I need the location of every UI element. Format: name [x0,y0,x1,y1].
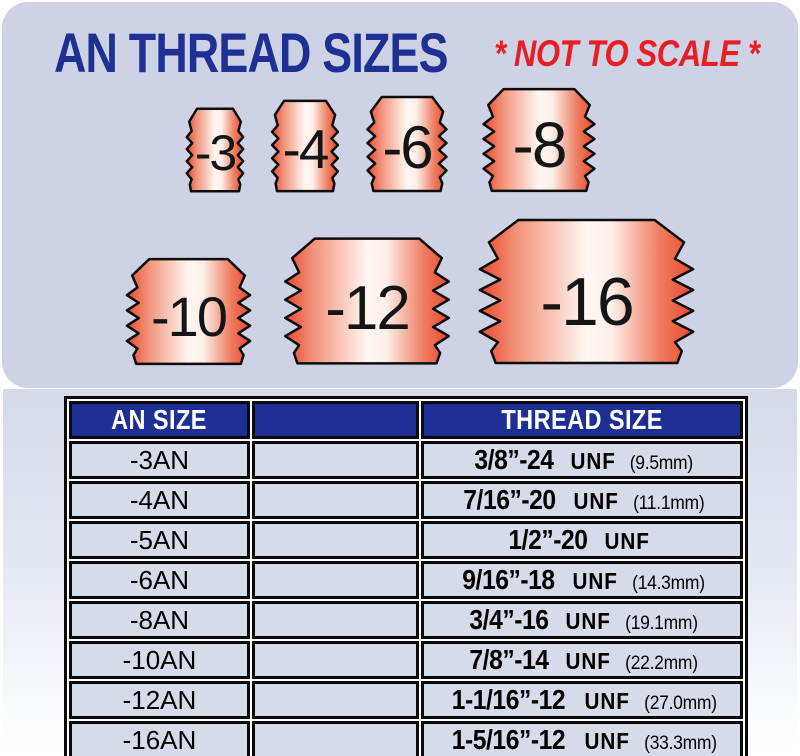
an-size-cell: -8AN [69,601,250,639]
middle-cell-empty [251,561,420,599]
an-size-cell: -5AN [69,521,250,559]
table-header-row: AN SIZE THREAD SIZE [69,401,743,439]
an-size-cell: -12AN [69,681,250,719]
middle-cell-empty [251,641,420,679]
table-row: -3AN 3/8”-24 UNF (9.5mm) [69,441,743,479]
not-to-scale-note: * NOT TO SCALE * [494,33,760,74]
table-row: -5AN 1/2”-20 UNF [69,521,743,559]
table-row: -10AN 7/8”-14 UNF (22.2mm) [69,641,743,679]
fitting-label: -12 [325,273,411,343]
fitting--8: -8 [480,87,598,193]
size-table: AN SIZE THREAD SIZE -3AN 3/8”-24 UNF (9.5m… [64,396,748,756]
thread-size-cell: 7/8”-14 UNF (22.2mm) [421,641,743,679]
table-row: -12AN 1-1/16”-12 UNF (27.0mm) [69,681,743,719]
thread-size-cell: 9/16”-18 UNF (14.3mm) [421,561,743,599]
table-row: -16AN 1-5/16”-12 UNF (33.3mm) [69,721,743,756]
middle-cell-empty [251,681,420,719]
fitting-label: -4 [282,117,330,180]
fitting--16: -16 [473,217,700,366]
thread-size-cell: 7/16”-20 UNF (11.1mm) [421,481,743,519]
middle-cell-empty [251,441,420,479]
header-middle-empty [251,401,420,439]
fitting--3: -3 [185,107,245,193]
an-size-cell: -6AN [69,561,250,599]
middle-cell-empty [251,601,420,639]
middle-cell-empty [251,721,420,756]
fitting-label: -3 [194,124,237,181]
fitting-label: -10 [151,285,228,349]
an-size-cell: -16AN [69,721,250,756]
middle-cell-empty [251,521,420,559]
fitting-label: -16 [540,263,634,340]
an-size-cell: -3AN [69,441,250,479]
table-row: -8AN 3/4”-16 UNF (19.1mm) [69,601,743,639]
fitting--6: -6 [365,95,449,193]
fitting-label: -6 [382,113,433,181]
thread-size-cell: 1-1/16”-12 UNF (27.0mm) [421,681,743,719]
header-thread-size: THREAD SIZE [421,401,743,439]
an-size-cell: -4AN [69,481,250,519]
thread-size-cell: 3/8”-24 UNF (9.5mm) [421,441,743,479]
thread-size-cell: 1-5/16”-12 UNF (33.3mm) [421,721,743,756]
table-row: -4AN 7/16”-20 UNF (11.1mm) [69,481,743,519]
thread-size-cell: 1/2”-20 UNF [421,521,743,559]
page-title: AN THREAD SIZES [54,21,449,84]
fitting--10: -10 [123,257,254,366]
fitting--4: -4 [270,99,340,193]
fitting-label: -8 [512,109,568,182]
table-row: -6AN 9/16”-18 UNF (14.3mm) [69,561,743,599]
fitting--12: -12 [280,236,454,366]
middle-cell-empty [251,481,420,519]
header-an-size: AN SIZE [69,401,250,439]
an-size-cell: -10AN [69,641,250,679]
thread-size-cell: 3/4”-16 UNF (19.1mm) [421,601,743,639]
